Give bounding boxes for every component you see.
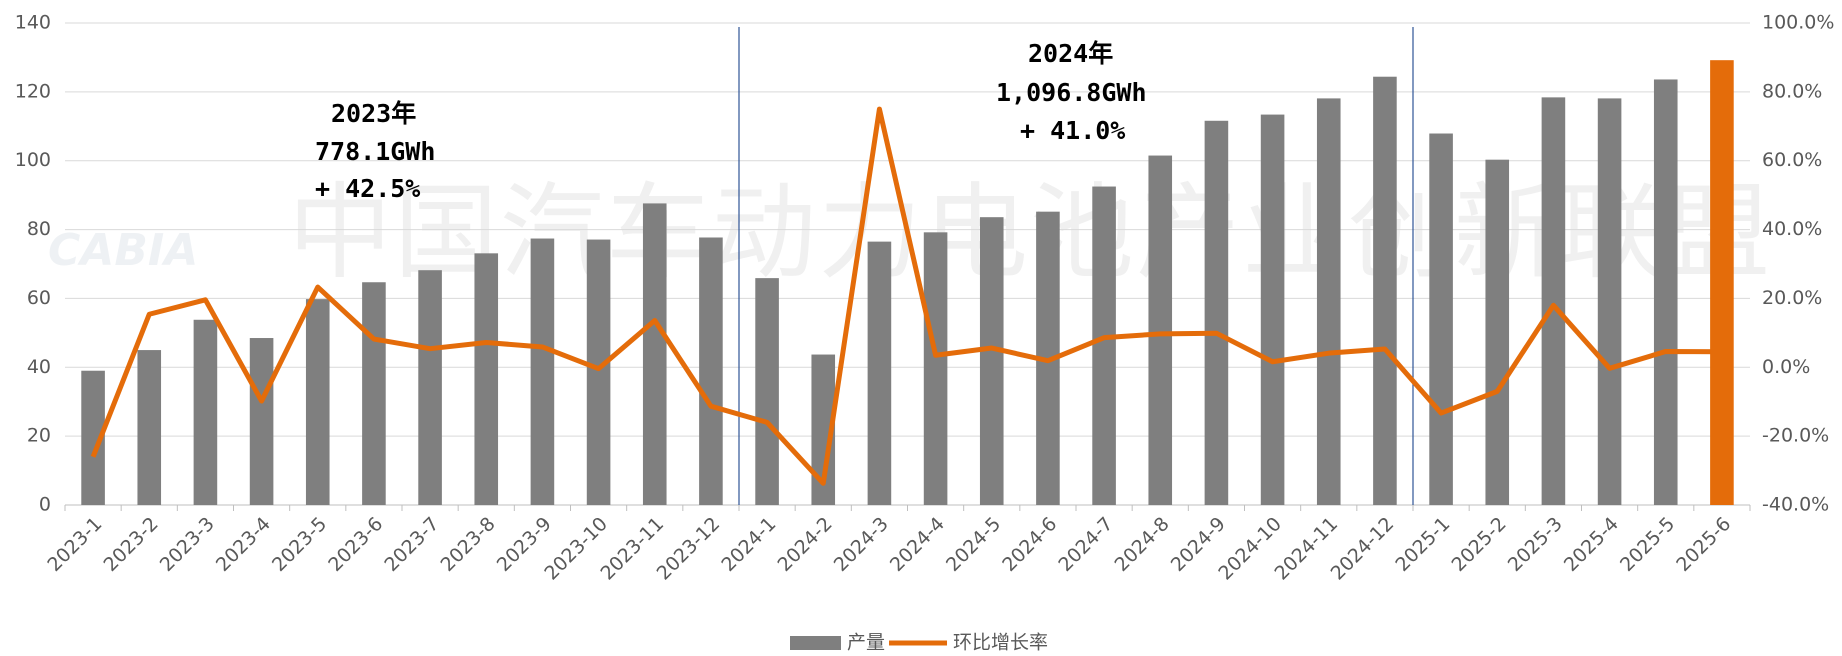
bar [1653, 79, 1678, 505]
bar [1204, 120, 1229, 505]
y2-tick-label: 20.0% [1762, 287, 1822, 309]
bar [1148, 155, 1173, 506]
x-tick-label: 2024-3 [830, 513, 893, 576]
annotation: + 42.5% [315, 174, 420, 203]
y-tick-label: 60 [27, 287, 51, 309]
bar [305, 299, 330, 505]
bar [193, 319, 218, 505]
bar [586, 239, 611, 505]
annotation: + 41.0% [1020, 116, 1125, 145]
y2-tick-label: 80.0% [1762, 80, 1822, 102]
legend-label: 产量 [847, 632, 885, 654]
y-tick-label: 140 [15, 12, 51, 34]
x-tick-label: 2023-7 [380, 513, 443, 576]
x-tick-label: 2023-5 [268, 513, 331, 576]
legend-label: 环比增长率 [953, 632, 1048, 654]
x-tick-label: 2023-12 [653, 513, 725, 585]
bar [137, 350, 162, 505]
y-tick-label: 100 [15, 149, 51, 171]
x-tick-label: 2023-4 [212, 513, 275, 576]
y-tick-label: 20 [27, 425, 51, 447]
x-tick-label: 2024-6 [998, 513, 1061, 576]
bar [1316, 98, 1341, 506]
bar [1373, 76, 1397, 506]
annotation: 1,096.8GWh [996, 78, 1147, 107]
line [90, 106, 1722, 486]
x-tick-label: 2023-6 [324, 513, 387, 576]
bar [979, 217, 1004, 506]
y2-tick-label: -20.0% [1762, 425, 1829, 447]
bar [362, 282, 386, 505]
bar [1485, 159, 1510, 505]
bar [755, 278, 779, 505]
bar [530, 238, 555, 505]
x-tick-label: 2024-12 [1327, 513, 1399, 585]
bar [1541, 97, 1566, 505]
x-tick-label: 2023-8 [437, 513, 500, 576]
bar [418, 270, 442, 505]
y2-tick-label: 100.0% [1762, 12, 1834, 34]
legend-swatch [790, 636, 841, 650]
y2-tick-label: 0.0% [1762, 356, 1810, 378]
bar [474, 253, 499, 505]
watermark-logo: CABIA [48, 225, 198, 276]
x-tick-label: 2024-4 [886, 513, 949, 576]
annotation: 2023年 [331, 99, 416, 128]
x-tick-label: 2024-8 [1111, 513, 1174, 576]
x-tick-label: 2024-5 [942, 513, 1005, 576]
bar [1260, 114, 1285, 505]
x-tick-label: 2023-2 [100, 513, 163, 576]
y2-tick-label: -40.0% [1762, 494, 1829, 516]
y2-tick-label: 60.0% [1762, 149, 1822, 171]
bar [249, 338, 274, 505]
x-tick-label: 2025-3 [1504, 513, 1567, 576]
y2-tick-label: 40.0% [1762, 218, 1822, 240]
x-tick-label: 2025-2 [1448, 513, 1511, 576]
bar [811, 354, 836, 505]
bar [923, 232, 948, 505]
bar [1710, 60, 1734, 505]
y-tick-label: 40 [27, 356, 51, 378]
bar [1597, 98, 1622, 506]
y-tick-label: 0 [39, 494, 51, 516]
bar [1092, 186, 1116, 506]
x-tick-label: 2024-7 [1054, 513, 1117, 576]
bar [1429, 133, 1453, 505]
x-tick-label: 2023-1 [43, 513, 106, 576]
bar [867, 241, 892, 505]
x-tick-label: 2023-3 [156, 513, 219, 576]
annotation: 2024年 [1028, 39, 1113, 68]
bar [699, 237, 723, 506]
y-tick-label: 120 [15, 80, 51, 102]
x-tick-label: 2024-2 [774, 513, 837, 576]
bar [642, 203, 667, 506]
x-tick-label: 2025-4 [1560, 513, 1623, 576]
x-tick-label: 2025-5 [1616, 513, 1679, 576]
bar [81, 370, 105, 505]
annotation: 778.1GWh [315, 137, 435, 166]
x-tick-label: 2025-6 [1672, 513, 1735, 576]
x-tick-label: 2025-1 [1391, 513, 1454, 576]
y-tick-label: 80 [27, 218, 51, 240]
x-tick-label: 2024-1 [717, 513, 780, 576]
